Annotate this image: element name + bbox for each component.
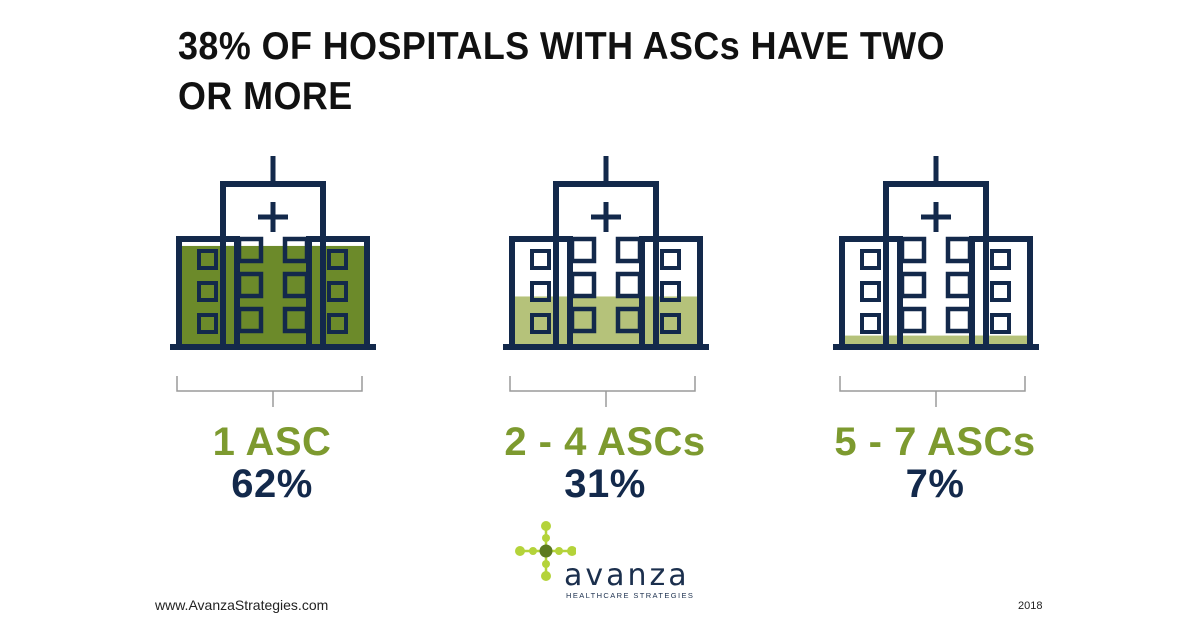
hospital-building-icon — [833, 156, 1039, 350]
brand-tagline: HEALTHCARE STRATEGIES — [566, 591, 695, 600]
value-fill — [972, 335, 1030, 347]
category-label: 2 - 4 ASCs — [504, 420, 706, 464]
category-bracket — [839, 376, 1026, 407]
chart-title: 38% OF HOSPITALS WITH ASCs HAVE TWO OR M… — [178, 25, 945, 118]
hospital-building-icon — [503, 156, 709, 350]
category-bracket — [509, 376, 696, 407]
value-fill — [842, 335, 900, 347]
value-label: 62% — [231, 462, 313, 506]
category-label: 5 - 7 ASCs — [834, 420, 1036, 464]
value-label: 31% — [564, 462, 646, 506]
category-column: 2 - 4 ASCs 31% — [455, 150, 735, 505]
category-label: 1 ASC — [212, 420, 332, 464]
brand-name: avanza — [564, 558, 690, 593]
category-column: 5 - 7 ASCs 7% — [785, 150, 1065, 505]
avanza-logo-icon — [515, 521, 576, 581]
website-link[interactable]: www.AvanzaStrategies.com — [155, 597, 329, 613]
hospital-building-icon — [170, 156, 376, 350]
category-column: 1 ASC 62% — [122, 150, 402, 505]
value-label: 7% — [905, 462, 965, 506]
category-bracket — [176, 376, 363, 407]
value-fill — [886, 335, 986, 347]
year-label: 2018 — [1018, 600, 1043, 612]
